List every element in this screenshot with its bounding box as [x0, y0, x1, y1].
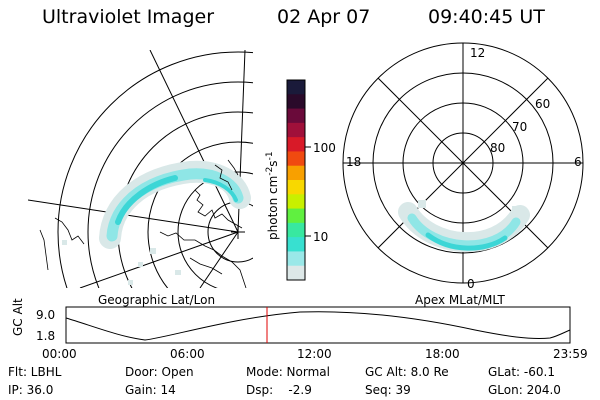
- altitude-tick-high: 9.0: [36, 309, 55, 321]
- info-gc-alt: GC Alt: 8.0 Re: [365, 366, 449, 378]
- time-tick-2359: 23:59: [553, 348, 588, 360]
- info-dsp: Dsp: -2.9: [246, 384, 312, 396]
- info-glon: GLon: 204.0: [488, 384, 561, 396]
- info-seq: Seq: 39: [365, 384, 411, 396]
- time-tick-1200: 12:00: [297, 348, 332, 360]
- info-gain: Gain: 14: [125, 384, 176, 396]
- info-filter: Flt: LBHL: [8, 366, 61, 378]
- info-glat: GLat: -60.1: [488, 366, 555, 378]
- altitude-curve: [66, 312, 570, 340]
- time-tick-0000: 00:00: [42, 348, 77, 360]
- time-tick-1800: 18:00: [425, 348, 460, 360]
- time-tick-0600: 06:00: [170, 348, 205, 360]
- info-ip: IP: 36.0: [8, 384, 53, 396]
- altitude-axis-label: GC Alt: [12, 298, 24, 336]
- altitude-tick-low: 1.8: [36, 330, 55, 342]
- info-door: Door: Open: [125, 366, 194, 378]
- info-mode: Mode: Normal: [246, 366, 330, 378]
